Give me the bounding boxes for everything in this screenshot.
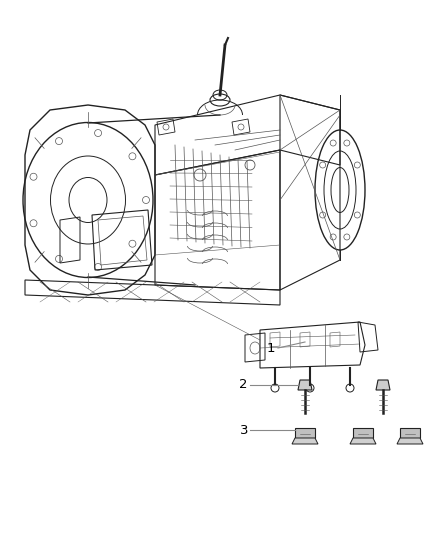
Polygon shape (400, 428, 420, 438)
Text: 1: 1 (266, 342, 275, 354)
Polygon shape (397, 438, 423, 444)
Polygon shape (292, 438, 318, 444)
Polygon shape (295, 428, 315, 438)
Text: 3: 3 (240, 424, 248, 437)
Polygon shape (298, 380, 312, 390)
Text: 2: 2 (240, 378, 248, 392)
Polygon shape (353, 428, 373, 438)
Polygon shape (376, 380, 390, 390)
Polygon shape (350, 438, 376, 444)
